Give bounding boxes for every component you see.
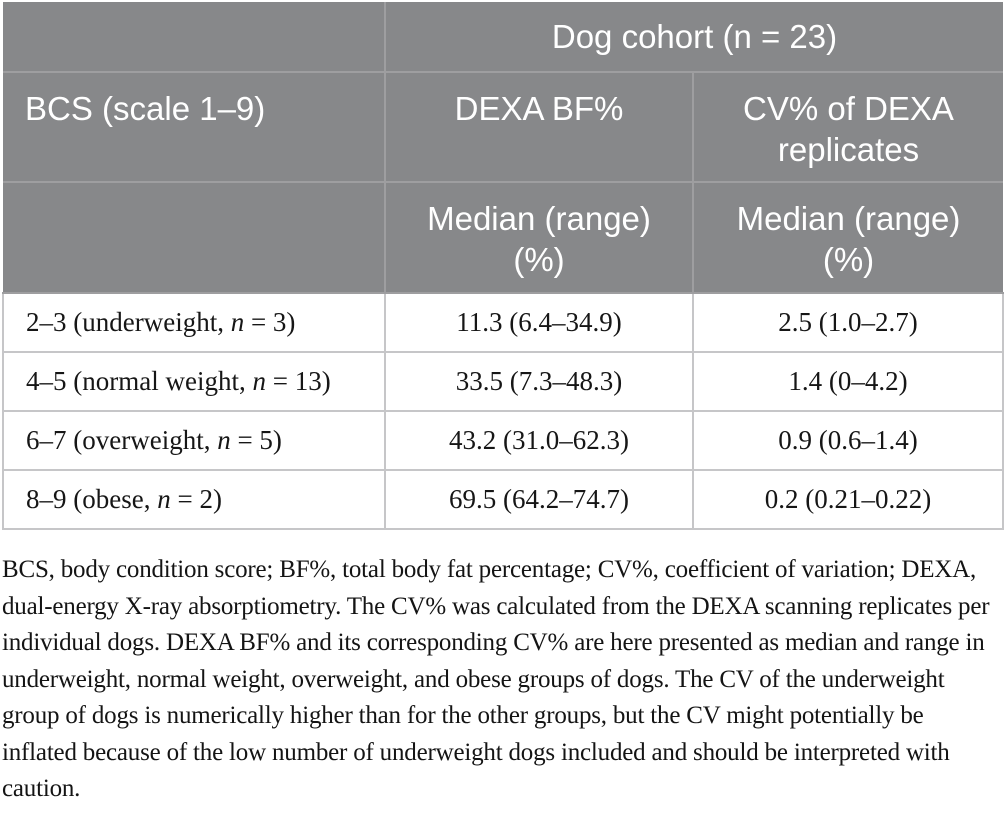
header-row-columns: BCS (scale 1–9) DEXA BF% CV% of DEXA rep… bbox=[3, 71, 1003, 183]
dexa-bf-subheader: Median (range) (%) bbox=[384, 181, 694, 294]
cv-subheader: Median (range) (%) bbox=[692, 181, 1003, 294]
header-empty-cell-top bbox=[3, 2, 386, 73]
bcs-column-header: BCS (scale 1–9) bbox=[3, 71, 386, 183]
table-row-overweight: 6–7 (overweight, n = 5) 43.2 (31.0–62.3)… bbox=[2, 410, 1004, 471]
dexa-bf-cell: 11.3 (6.4–34.9) bbox=[384, 292, 694, 353]
header-empty-cell-sub bbox=[3, 181, 386, 294]
dexa-bf-cell: 43.2 (31.0–62.3) bbox=[384, 410, 694, 471]
bcs-label-prefix: 8–9 (obese, bbox=[26, 483, 158, 514]
dog-cohort-table: Dog cohort (n = 23) BCS (scale 1–9) DEXA… bbox=[2, 2, 1004, 530]
table-row-normal-weight: 4–5 (normal weight, n = 13) 33.5 (7.3–48… bbox=[2, 351, 1004, 412]
bcs-label-prefix: 2–3 (underweight, bbox=[26, 306, 231, 337]
bcs-label-suffix: = 2) bbox=[170, 483, 222, 514]
n-variable: n bbox=[230, 306, 245, 337]
bcs-label-suffix: = 13) bbox=[265, 365, 331, 396]
table-body: 2–3 (underweight, n = 3) 11.3 (6.4–34.9)… bbox=[2, 292, 1004, 530]
table-row-underweight: 2–3 (underweight, n = 3) 11.3 (6.4–34.9)… bbox=[2, 292, 1004, 353]
n-variable: n bbox=[157, 483, 171, 514]
bcs-cell: 8–9 (obese, n = 2) bbox=[2, 469, 386, 530]
n-variable: n bbox=[252, 365, 266, 396]
cv-cell: 2.5 (1.0–2.7) bbox=[692, 292, 1004, 353]
table-footnote: BCS, body condition score; BF%, total bo… bbox=[2, 556, 990, 802]
bcs-label-suffix: = 5) bbox=[230, 424, 282, 455]
dexa-bf-cell: 33.5 (7.3–48.3) bbox=[384, 351, 694, 412]
header-row-cohort: Dog cohort (n = 23) bbox=[3, 2, 1003, 73]
cohort-header-cell: Dog cohort (n = 23) bbox=[384, 2, 1003, 73]
bcs-label-prefix: 6–7 (overweight, bbox=[26, 424, 218, 455]
table-header: Dog cohort (n = 23) BCS (scale 1–9) DEXA… bbox=[3, 2, 1003, 294]
cv-column-header: CV% of DEXA replicates bbox=[692, 71, 1003, 183]
bcs-cell: 2–3 (underweight, n = 3) bbox=[2, 292, 386, 353]
table-row-obese: 8–9 (obese, n = 2) 69.5 (64.2–74.7) 0.2 … bbox=[2, 469, 1004, 530]
dexa-bf-column-header: DEXA BF% bbox=[384, 71, 694, 183]
bcs-cell: 6–7 (overweight, n = 5) bbox=[2, 410, 386, 471]
cv-cell: 0.2 (0.21–0.22) bbox=[692, 469, 1004, 530]
dexa-bf-cell: 69.5 (64.2–74.7) bbox=[384, 469, 694, 530]
bcs-cell: 4–5 (normal weight, n = 13) bbox=[2, 351, 386, 412]
header-row-subheaders: Median (range) (%) Median (range) (%) bbox=[3, 181, 1003, 294]
cv-cell: 1.4 (0–4.2) bbox=[692, 351, 1004, 412]
bcs-label-prefix: 4–5 (normal weight, bbox=[26, 365, 253, 396]
bcs-label-suffix: = 3) bbox=[244, 306, 296, 337]
cv-cell: 0.9 (0.6–1.4) bbox=[692, 410, 1004, 471]
n-variable: n bbox=[217, 424, 231, 455]
